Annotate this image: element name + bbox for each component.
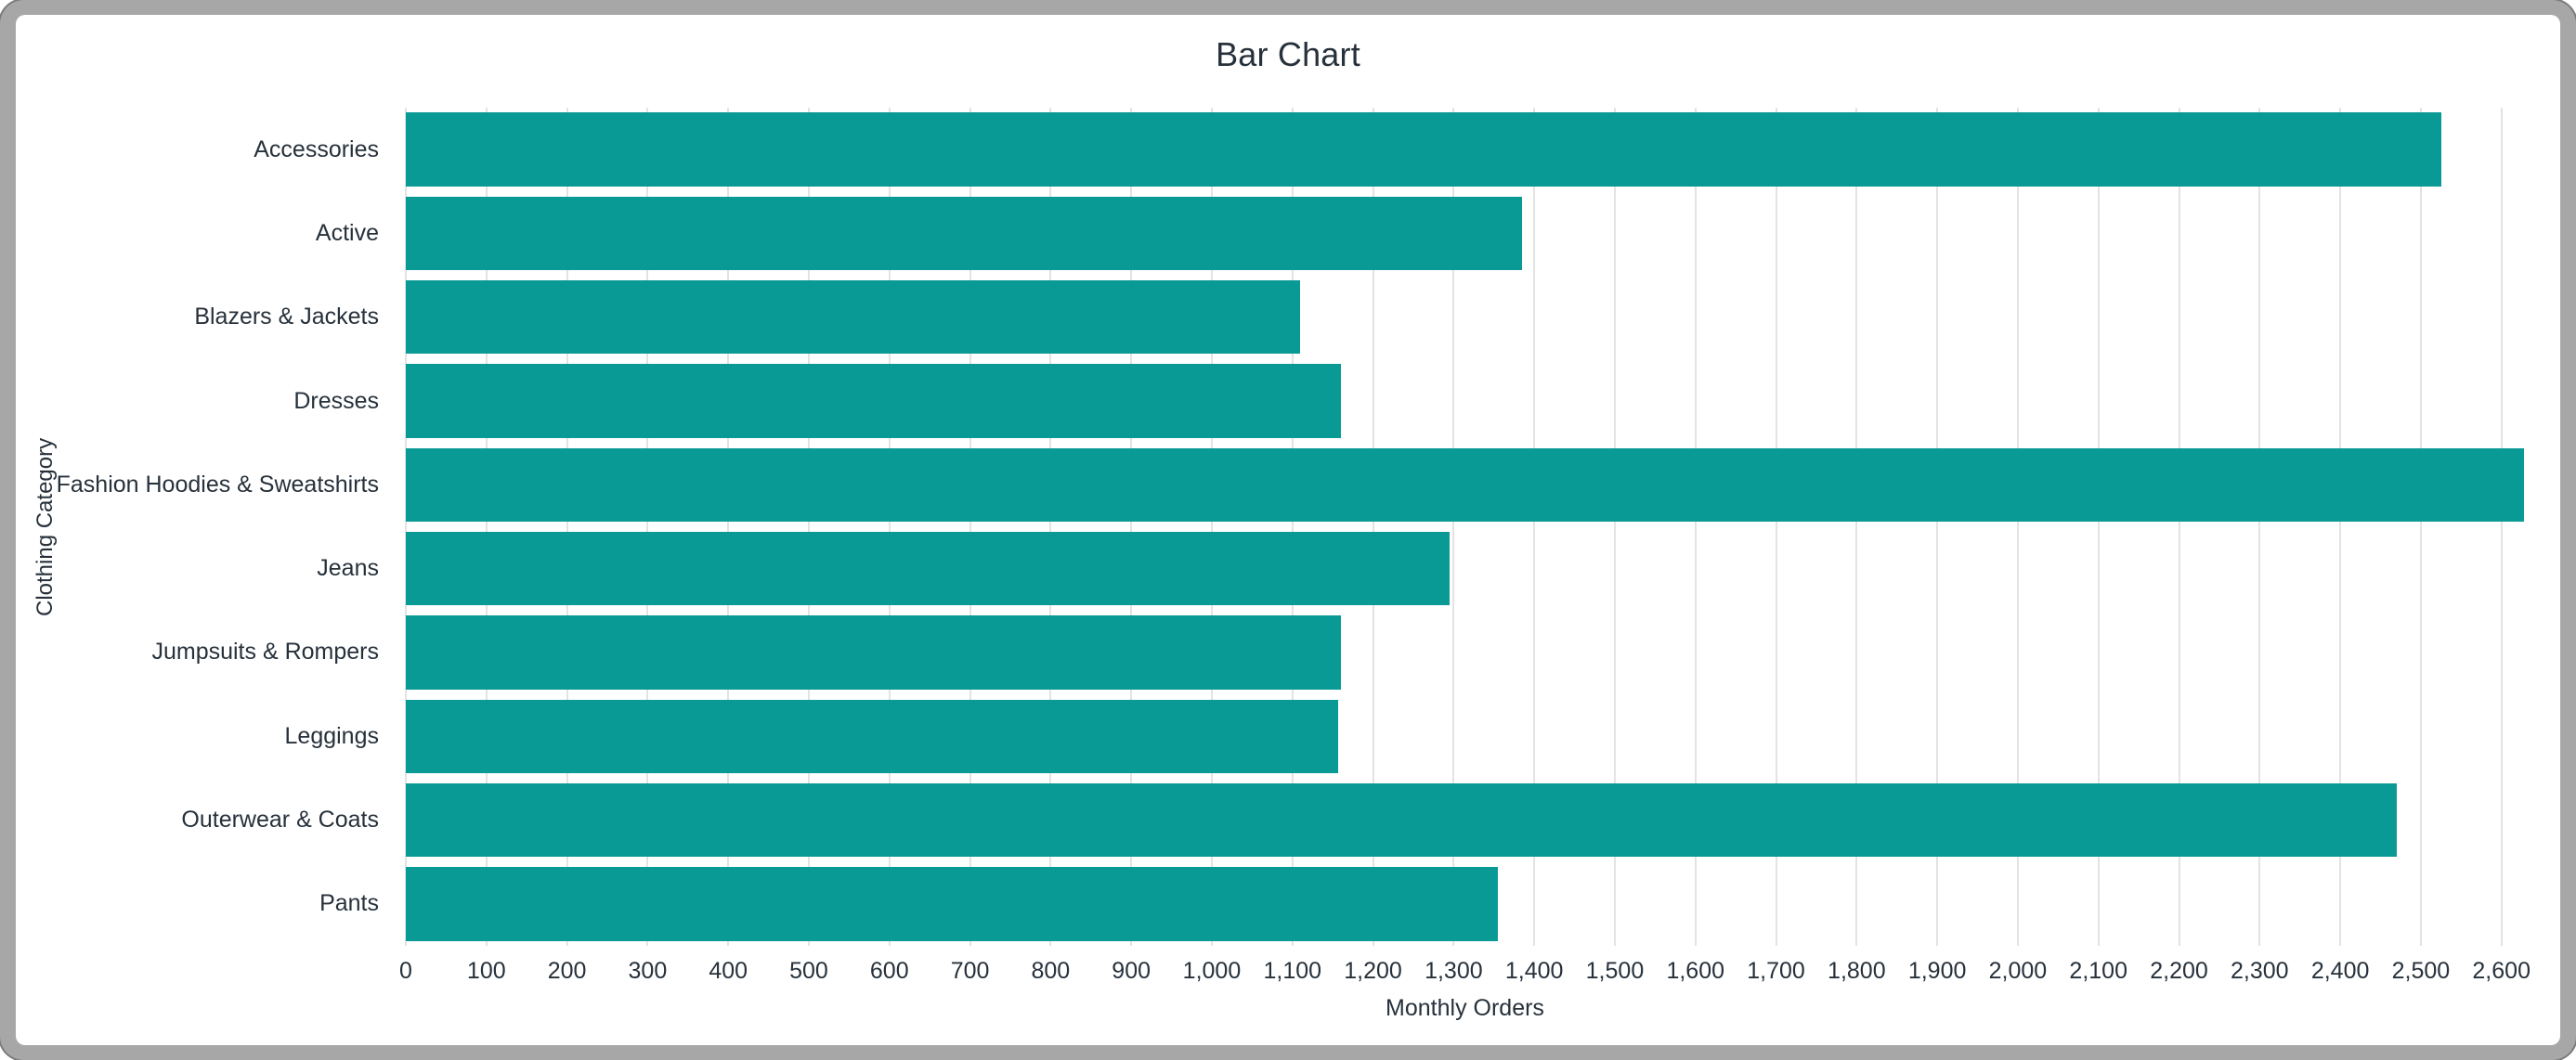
gridline-x-1000 (1210, 108, 1213, 946)
x-tick-label: 400 (709, 958, 748, 984)
gridline-x-1200 (1372, 108, 1374, 946)
bar-jeans (406, 531, 1450, 606)
category-label: Dresses (293, 387, 379, 414)
bar-fashion-hoodies-sweatshirts (406, 447, 2524, 523)
x-tick-label: 700 (950, 958, 990, 984)
category-label: Jumpsuits & Rompers (151, 639, 379, 666)
x-tick-label: 900 (1112, 958, 1151, 984)
category-label: Jeans (317, 555, 379, 582)
x-tick-label: 1,700 (1747, 958, 1805, 984)
x-axis-title: Monthly Orders (1386, 995, 1544, 1021)
gridline-x-1900 (1936, 108, 1939, 946)
x-axis-tick-labels: 0 100 200 300 400 500 600 700 800 900 1,000 1,100 1,… (399, 958, 2530, 991)
bar-row (406, 778, 2524, 861)
x-tick-label: 500 (789, 958, 828, 984)
gridline-x-2600 (2500, 108, 2503, 946)
x-tick-label: 2,000 (1988, 958, 2048, 984)
gridline-x-400 (727, 108, 730, 946)
x-tick-label: 2,600 (2472, 958, 2530, 984)
x-tick-label: 2,300 (2231, 958, 2289, 984)
bar-series (406, 108, 2524, 946)
gridline-x-2100 (2097, 108, 2100, 946)
gridline-x-200 (566, 108, 568, 946)
gridline-x-500 (807, 108, 810, 946)
x-tick-label: 0 (399, 958, 412, 984)
bar-row (406, 862, 2524, 946)
gridline-x-1100 (1291, 108, 1294, 946)
bar-row (406, 694, 2524, 778)
x-tick-label: 1,600 (1666, 958, 1725, 984)
bar-jumpsuits-rompers (406, 615, 1341, 690)
gridline-x-1300 (1452, 108, 1455, 946)
gridline-x-600 (888, 108, 891, 946)
x-tick-label: 800 (1031, 958, 1071, 984)
gridline-x-2200 (2178, 108, 2180, 946)
gridline-x-1400 (1533, 108, 1536, 946)
gridline-x-1700 (1775, 108, 1777, 946)
x-tick-label: 600 (869, 958, 909, 984)
category-label: Leggings (284, 722, 379, 749)
chart-title: Bar Chart (1216, 35, 1360, 73)
bar-row (406, 443, 2524, 526)
gridline-x-1800 (1855, 108, 1858, 946)
x-tick-label: 2,400 (2310, 958, 2370, 984)
plot-area (405, 108, 2524, 946)
bar-row (406, 359, 2524, 443)
x-tick-label: 1,800 (1828, 958, 1886, 984)
bar-pants (406, 867, 1499, 941)
bar-row (406, 276, 2524, 359)
gridline-x-300 (646, 108, 649, 946)
gridline-x-0 (405, 108, 407, 946)
bar-row (406, 191, 2524, 275)
x-tick-label: 300 (628, 958, 668, 984)
bar-row (406, 526, 2524, 610)
x-tick-label: 1,100 (1263, 958, 1322, 984)
x-tick-label: 1,400 (1504, 958, 1564, 984)
category-label: Accessories (254, 136, 379, 162)
gridline-x-100 (485, 108, 488, 946)
bar-blazers-jackets (406, 280, 1301, 355)
bar-active (406, 196, 1523, 271)
x-tick-label: 100 (466, 958, 506, 984)
category-label: Pants (319, 890, 379, 917)
gridline-x-900 (1130, 108, 1133, 946)
bar-row (406, 108, 2524, 191)
gridline-x-2300 (2258, 108, 2261, 946)
x-tick-label: 1,200 (1344, 958, 1402, 984)
category-label: Blazers & Jackets (194, 304, 379, 330)
bar-accessories (406, 112, 2441, 187)
gridline-x-1500 (1613, 108, 1616, 946)
gridline-x-700 (969, 108, 971, 946)
x-tick-label: 1,000 (1182, 958, 1242, 984)
gridline-x-2500 (2419, 108, 2422, 946)
category-label: Fashion Hoodies & Sweatshirts (56, 471, 379, 498)
x-tick-label: 2,100 (2069, 958, 2127, 984)
gridline-x-1600 (1694, 108, 1697, 946)
x-tick-label: 1,900 (1907, 958, 1967, 984)
y-axis-labels: Accessories Active Blazers & Jackets Dresse… (16, 108, 379, 946)
bar-leggings (406, 699, 1339, 773)
gridline-x-2400 (2339, 108, 2342, 946)
x-tick-label: 1,300 (1425, 958, 1483, 984)
category-label: Outerwear & Coats (181, 807, 379, 834)
bar-row (406, 611, 2524, 694)
x-tick-label: 1,500 (1585, 958, 1645, 984)
gridline-x-800 (1049, 108, 1052, 946)
chart-canvas: Bar Chart Clothing Category Accessories A… (16, 15, 2560, 1045)
x-tick-label: 200 (547, 958, 587, 984)
bar-dresses (406, 364, 1341, 438)
x-tick-label: 2,200 (2150, 958, 2208, 984)
gridline-x-2000 (2016, 108, 2019, 946)
x-tick-label: 2,500 (2391, 958, 2451, 984)
bar-outerwear-coats (406, 782, 2397, 858)
category-label: Active (315, 219, 379, 246)
